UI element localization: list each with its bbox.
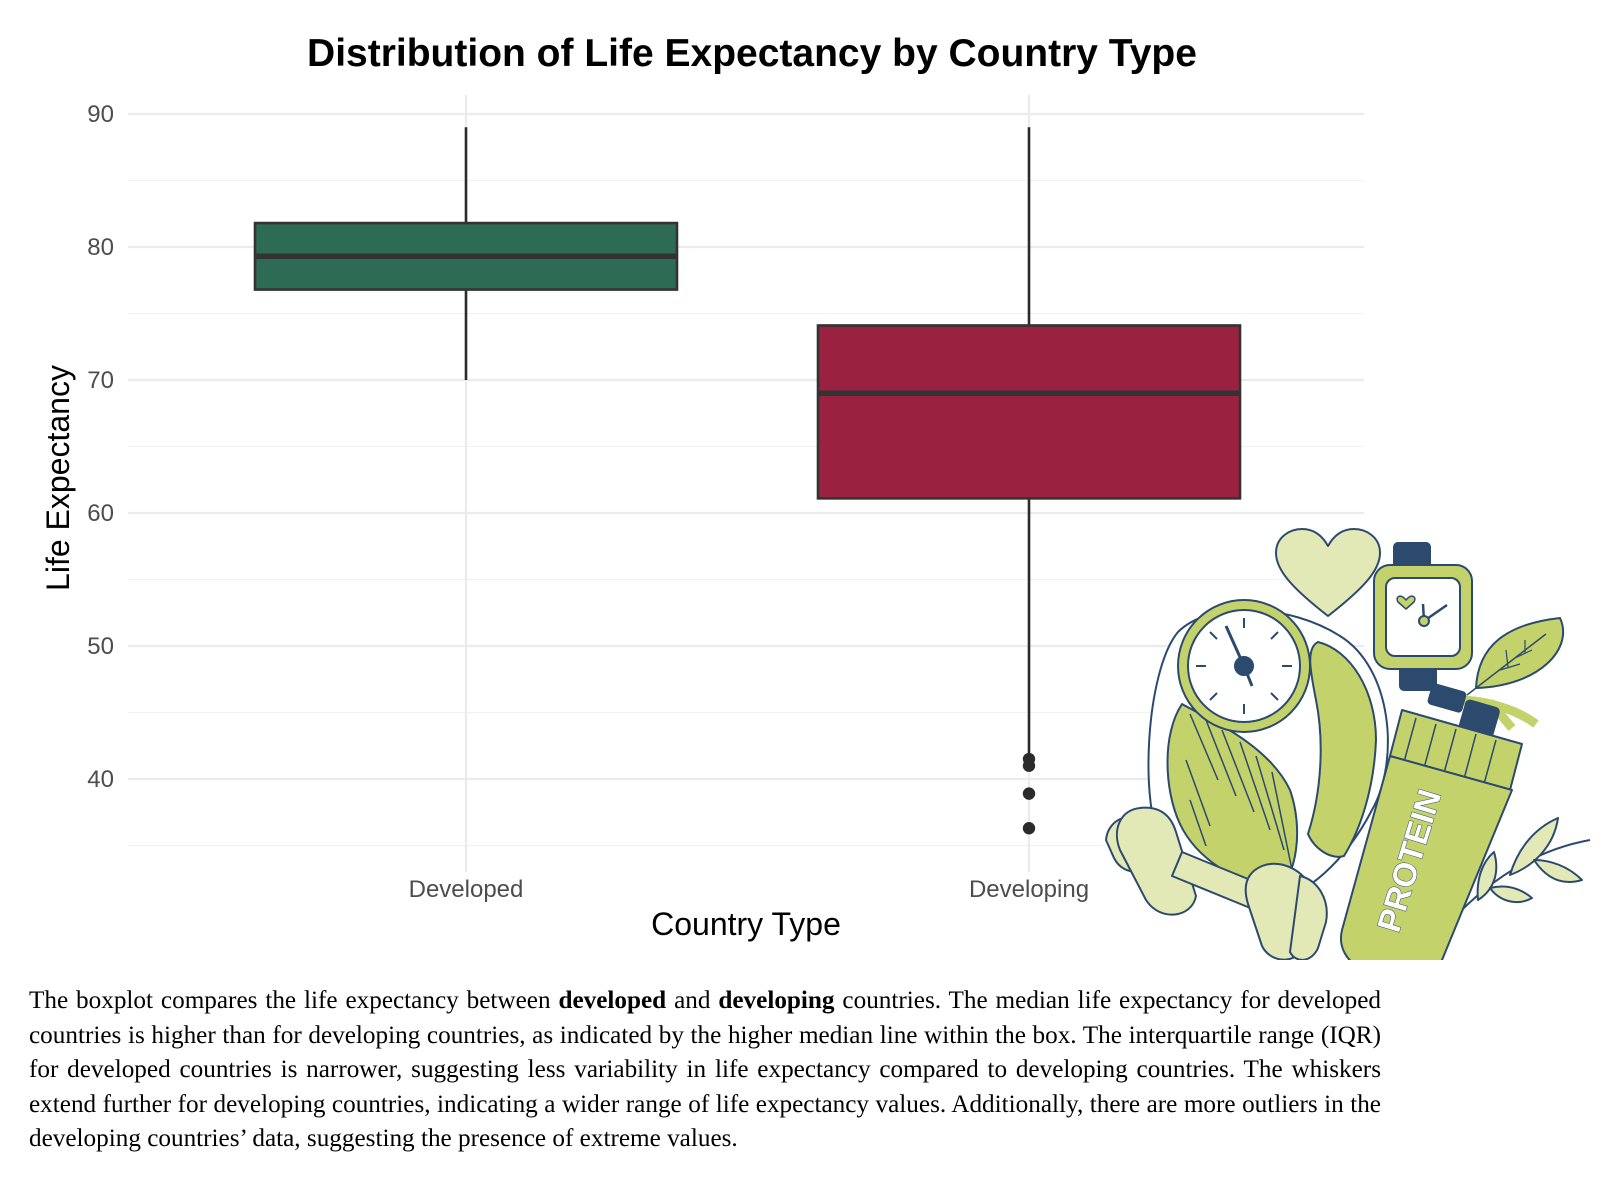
caption-paragraph: The boxplot compares the life expectancy… xyxy=(29,984,1381,1157)
boxes xyxy=(253,127,1242,835)
branch-icon xyxy=(1453,817,1591,919)
smartwatch-icon xyxy=(1373,542,1473,691)
x-axis-title: Country Type xyxy=(651,906,841,942)
y-tick-label: 40 xyxy=(87,766,114,793)
iqr-box xyxy=(816,324,1242,500)
protein-shaker-icon xyxy=(1340,683,1539,960)
outlier-point xyxy=(1022,787,1036,800)
chart-title: Distribution of Life Expectancy by Count… xyxy=(307,32,1197,75)
caption-emphasis: developed xyxy=(558,987,667,1014)
heart-icon xyxy=(1275,528,1381,617)
x-tick-label: Developed xyxy=(409,876,524,903)
outlier-point xyxy=(1022,759,1036,772)
x-tick-label: Developing xyxy=(969,876,1089,903)
x-axis-ticks: Developed Developing xyxy=(409,876,1089,903)
box-developed xyxy=(253,127,679,380)
y-tick-label: 70 xyxy=(87,367,114,394)
boxplot-chart: Distribution of Life Expectancy by Count… xyxy=(40,32,1591,960)
outlier-point xyxy=(1022,822,1036,835)
caption-text: and xyxy=(666,987,719,1014)
plot-area: 40 50 60 70 80 90 Developed Developing xyxy=(87,95,1364,903)
caption-emphasis: developing xyxy=(718,987,835,1014)
leaf-icon xyxy=(1466,617,1565,696)
y-tick-label: 50 xyxy=(87,633,114,660)
y-tick-label: 60 xyxy=(87,500,114,527)
dumbbell-icon xyxy=(1105,806,1328,960)
fitness-illustration xyxy=(1105,528,1591,960)
box-developing xyxy=(816,127,1242,835)
scale-icon xyxy=(1147,599,1389,901)
y-tick-label: 90 xyxy=(87,101,114,128)
y-tick-label: 80 xyxy=(87,234,114,261)
caption-text: countries. The median life expectancy fo… xyxy=(29,987,1381,1153)
y-axis-title: Life Expectancy xyxy=(40,365,76,591)
y-axis-ticks: 40 50 60 70 80 90 xyxy=(87,101,114,793)
caption-text: The boxplot compares the life expectancy… xyxy=(29,987,559,1014)
